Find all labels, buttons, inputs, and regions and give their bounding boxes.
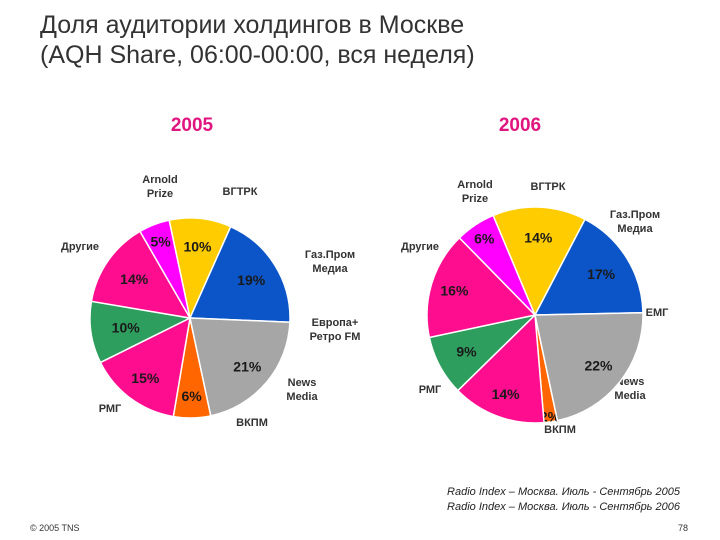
slice-value-label: 14% — [524, 229, 553, 245]
slice-name-label: Газ.Пром Медиа — [305, 249, 355, 275]
slice-name-label: Другие — [401, 241, 439, 253]
slice-value-label: 15% — [131, 370, 160, 386]
title-line-1: Доля аудитории холдингов в Москве — [40, 11, 465, 39]
slice-name-label: Газ.Пром Медиа — [610, 209, 660, 235]
slice-value-label: 10% — [183, 238, 212, 254]
page-title: Доля аудитории холдингов в Москве (AQH S… — [40, 10, 700, 70]
slice-name-label: РМГ — [99, 403, 122, 415]
chart-title: 2005 — [171, 115, 214, 136]
source-line-1: Radio Index – Москва. Июль - Сентябрь 20… — [447, 486, 680, 498]
slice-value-label: 10% — [112, 320, 141, 336]
pie-slice — [534, 311, 644, 422]
pie-slice — [189, 317, 291, 417]
slice-name-label: Европа+ Ретро FM — [310, 317, 361, 343]
slice-name-label: ВКПМ — [544, 424, 576, 436]
source-line-2: Radio Index – Москва. Июль - Сентябрь 20… — [447, 501, 680, 513]
title-line-2: (AQH Share, 06:00-00:00, вся неделя) — [40, 41, 475, 69]
slice-name-label: News Media — [286, 377, 318, 403]
pie-slice — [533, 218, 644, 316]
slice-name-label: Arnold Prize — [142, 174, 177, 200]
chart-title: 2006 — [499, 115, 541, 136]
page-number: 78 — [677, 523, 688, 533]
slice-name-label: ВКПМ — [236, 417, 268, 429]
slice-name-label: ВГТРК — [531, 181, 566, 193]
slice-name-label: Arnold Prize — [457, 179, 492, 205]
slice-value-label: 16% — [440, 283, 469, 299]
slice-name-label: РМГ — [419, 384, 442, 396]
slice-name-label: ВГТРК — [223, 186, 258, 198]
pie-slice — [90, 230, 192, 320]
slice-value-label: 14% — [120, 271, 149, 287]
slice-value-label: 22% — [584, 357, 613, 373]
slice-name-label: ЕМГ — [646, 307, 670, 319]
pie-slice — [99, 316, 191, 418]
slice-value-label: 6% — [181, 388, 202, 404]
slice-value-label: 21% — [233, 358, 262, 374]
pie-slice — [492, 206, 587, 317]
pie-chart-2005: 2005 6% Arnold Prize 15% ВГТРК 10% Газ.Пром Меди… — [61, 115, 360, 429]
slice-value-label: 9% — [456, 344, 477, 360]
pie-slice — [188, 225, 291, 323]
slice-value-label: 14% — [492, 386, 521, 402]
slice-value-label: 5% — [150, 233, 171, 249]
footer-copyright: © 2005 TNS — [30, 523, 80, 533]
pie-slice — [426, 236, 537, 339]
slice-value-label: 6% — [474, 231, 495, 247]
pie-slice — [456, 313, 545, 424]
slice-name-label: Другие — [61, 241, 99, 253]
slice-value-label: 17% — [587, 266, 616, 282]
source-note: Radio Index – Москва. Июль - Сентябрь 20… — [447, 485, 680, 515]
slice-value-label: 19% — [237, 272, 266, 288]
